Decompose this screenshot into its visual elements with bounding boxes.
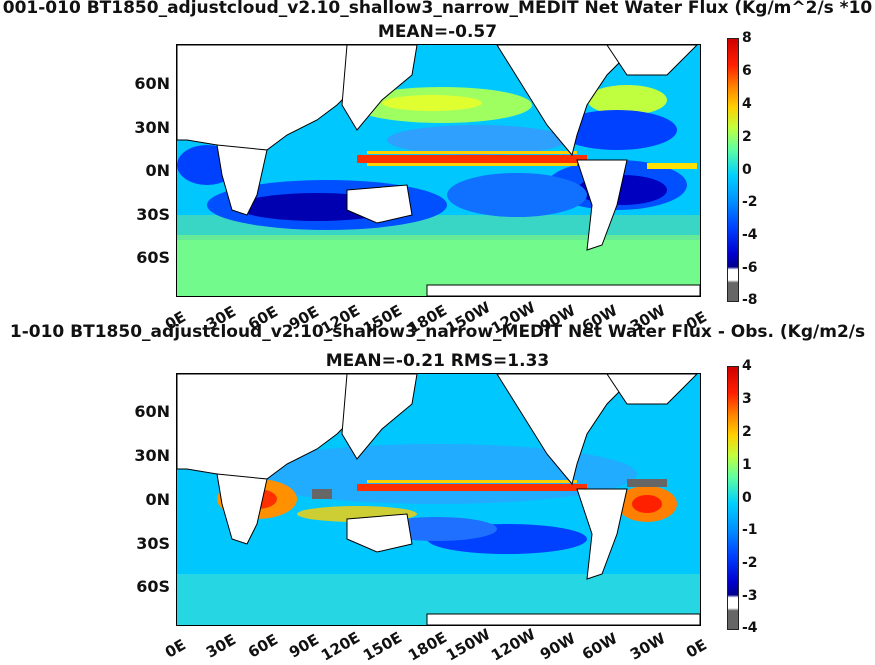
panel1-map (176, 44, 701, 297)
panel2-cbar-tick-4: 4 (742, 358, 752, 374)
panel2-lon-90e: 90E (286, 630, 322, 662)
panel1-title: 001-010 BT1850_adjustcloud_v2.10_shallow… (2, 0, 873, 18)
panel2-cbar-tick-1: 1 (742, 457, 752, 473)
panel1-cbar-tick-m2: -2 (742, 194, 758, 210)
panel1-cbar-tick-m8: -8 (742, 292, 758, 308)
panel2-lon-120w: 120W (488, 625, 539, 665)
panel2-map-canvas (177, 374, 700, 625)
panel1-cbar-tick-6: 6 (742, 63, 752, 79)
panel1-colorbar (727, 38, 739, 302)
panel2-cbar-tick-0: 0 (742, 490, 752, 506)
panel2-map (176, 373, 701, 626)
panel2-lon-120e: 120E (318, 628, 363, 665)
panel2-lon-180e: 180E (405, 628, 450, 665)
panel2-cbar-tick-2: 2 (742, 424, 752, 440)
panel1-cbar-tick-8: 8 (742, 30, 752, 46)
panel1-cbar-tick-m4: -4 (742, 227, 758, 243)
panel2-cbar-tick-m4: -4 (742, 620, 758, 636)
panel2-lat-30s: 30S (136, 534, 170, 553)
panel1-map-canvas (177, 45, 700, 296)
panel2-subtitle: MEAN=-0.21 RMS=1.33 (325, 351, 550, 371)
panel2-lat-60s: 60S (136, 577, 170, 596)
panel2-lat-30n: 30N (134, 446, 170, 465)
panel2-colorbar (727, 366, 739, 630)
panel2-cbar-tick-3: 3 (742, 391, 752, 407)
panel2-lon-0e: 0E (162, 635, 189, 662)
panel2-lon-0e-end: 0E (683, 635, 710, 662)
panel1-cbar-tick-2: 2 (742, 129, 752, 145)
panel2-cbar-tick-m2: -2 (742, 555, 758, 571)
panel2-cbar-tick-m1: -1 (742, 522, 758, 538)
panel2-lon-150w: 150W (443, 625, 494, 665)
panel1-lat-30n: 30N (134, 118, 170, 137)
panel2-lon-30e: 30E (203, 630, 239, 662)
panel2-lon-90w: 90W (537, 629, 579, 664)
panel2-lon-150e: 150E (360, 628, 405, 665)
panel1-lat-30s: 30S (136, 205, 170, 224)
panel1-lat-60n: 60N (134, 74, 170, 93)
panel2-lat-60n: 60N (134, 402, 170, 421)
panel1-subtitle: MEAN=-0.57 (377, 22, 498, 42)
panel2-lon-60w: 60W (579, 629, 621, 664)
panel2-lat-0n: 0N (145, 490, 170, 509)
panel1-cbar-tick-0: 0 (742, 162, 752, 178)
panel1-cbar-tick-4: 4 (742, 96, 752, 112)
panel2-cbar-tick-m3: -3 (742, 588, 758, 604)
panel2-lon-30w: 30W (627, 629, 669, 664)
panel2-lon-60e: 60E (245, 630, 281, 662)
panel2-title: 1-010 BT1850_adjustcloud_v2.10_shallow3_… (9, 322, 866, 342)
panel1-lat-60s: 60S (136, 248, 170, 267)
panel1-cbar-tick-m6: -6 (742, 260, 758, 276)
panel1-lat-0n: 0N (145, 161, 170, 180)
